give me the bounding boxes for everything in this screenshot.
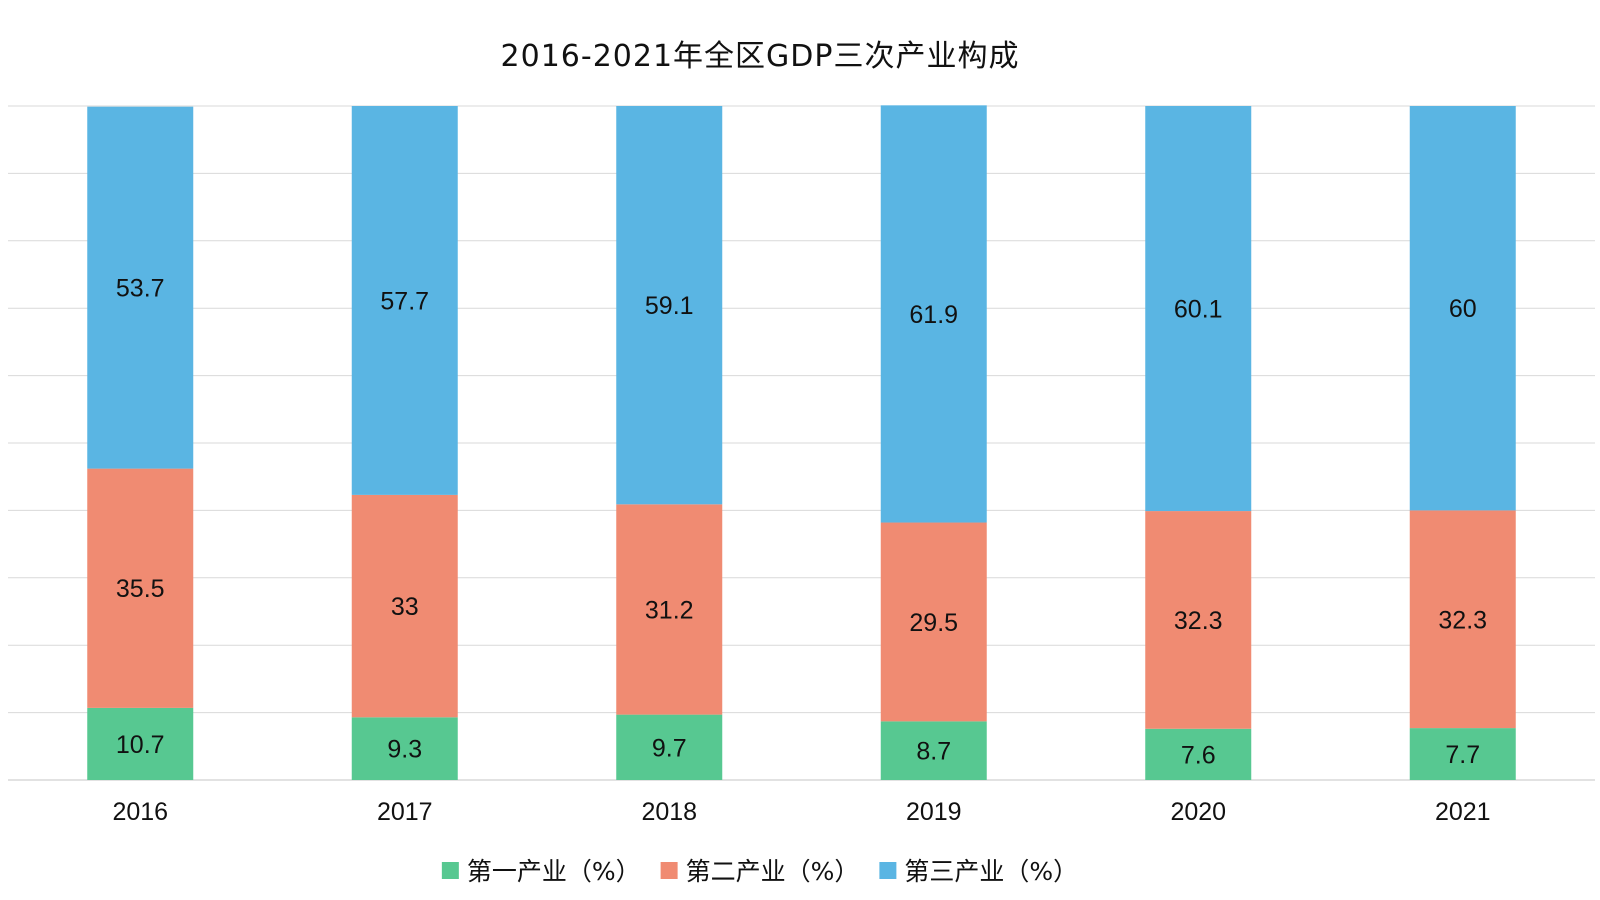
legend: 第一产业（%） 第二产业（%） 第三产业（%） — [441, 857, 1078, 886]
legend-swatch-2 — [660, 862, 678, 879]
legend-item-2: 第二产业（%） — [660, 857, 860, 886]
legend-label-1: 第一产业（%） — [467, 857, 641, 886]
data-label-2016-series-2: 35.5 — [116, 575, 165, 603]
data-label-2018-series-2: 31.2 — [645, 596, 694, 624]
data-label-2020-series-2: 32.3 — [1174, 607, 1223, 635]
bar-segment-2016-series-1 — [87, 707, 194, 780]
legend-item-1: 第一产业（%） — [441, 857, 641, 886]
data-label-2019-series-2: 29.5 — [909, 609, 958, 637]
bar-segment-2021-series-2 — [1409, 510, 1516, 729]
data-label-2021-series-1: 7.7 — [1445, 741, 1480, 769]
legend-label-3: 第三产业（%） — [904, 857, 1078, 886]
data-label-2017-series-1: 9.3 — [387, 736, 422, 764]
data-label-2017-series-2: 33 — [391, 593, 419, 621]
x-tick-label-2017: 2017 — [377, 798, 433, 826]
legend-swatch-1 — [441, 862, 459, 879]
data-label-2016-series-1: 10.7 — [116, 731, 165, 759]
bar-segment-2020-series-1 — [1145, 728, 1252, 780]
data-label-2018-series-3: 59.1 — [645, 292, 694, 320]
data-label-2019-series-3: 61.9 — [909, 301, 958, 329]
x-tick-label-2021: 2021 — [1435, 798, 1491, 826]
bar-segment-2019-series-2 — [880, 522, 987, 722]
data-label-2016-series-3: 53.7 — [116, 275, 165, 303]
bar-segment-2019-series-3 — [880, 105, 987, 523]
bar-segment-2019-series-1 — [880, 721, 987, 780]
data-label-2021-series-2: 32.3 — [1438, 606, 1487, 634]
x-axis: 2016 2017 2018 2019 2020 2021 — [112, 798, 1490, 826]
data-label-2019-series-1: 8.7 — [916, 738, 951, 766]
x-tick-label-2016: 2016 — [112, 798, 168, 826]
bar-segment-2016-series-2 — [87, 468, 194, 708]
bar-segment-2021-series-3 — [1409, 106, 1516, 511]
bars — [87, 105, 1516, 780]
chart-title: 2016-2021年全区GDP三次产业构成 — [501, 39, 1020, 74]
bar-segment-2018-series-1 — [616, 714, 723, 780]
bar-segment-2020-series-2 — [1145, 511, 1252, 729]
bar-segment-2021-series-1 — [1409, 728, 1516, 780]
grid — [8, 105, 1595, 781]
bar-segment-2017-series-1 — [351, 717, 458, 780]
data-label-2018-series-1: 9.7 — [652, 734, 687, 762]
data-label-2021-series-3: 60 — [1449, 295, 1477, 323]
data-label-2020-series-1: 7.6 — [1181, 741, 1216, 769]
data-label-2017-series-3: 57.7 — [380, 287, 429, 315]
x-tick-label-2020: 2020 — [1170, 798, 1226, 826]
bar-segment-2016-series-3 — [87, 106, 194, 469]
x-tick-label-2019: 2019 — [906, 798, 962, 826]
data-label-2020-series-3: 60.1 — [1174, 296, 1223, 324]
bar-segment-2017-series-3 — [351, 106, 458, 495]
legend-item-3: 第三产业（%） — [879, 857, 1078, 886]
x-tick-label-2018: 2018 — [641, 798, 697, 826]
bar-segment-2018-series-2 — [616, 504, 723, 715]
data-labels: 10.7 35.5 53.7 9.3 33 57.7 9.7 31.2 59.1 8.7 29.5 6… — [116, 275, 1487, 770]
bar-segment-2017-series-2 — [351, 494, 458, 718]
legend-label-2: 第二产业（%） — [686, 857, 860, 886]
legend-swatch-3 — [879, 862, 897, 879]
bar-segment-2018-series-3 — [616, 106, 723, 505]
bar-segment-2020-series-3 — [1145, 106, 1252, 512]
